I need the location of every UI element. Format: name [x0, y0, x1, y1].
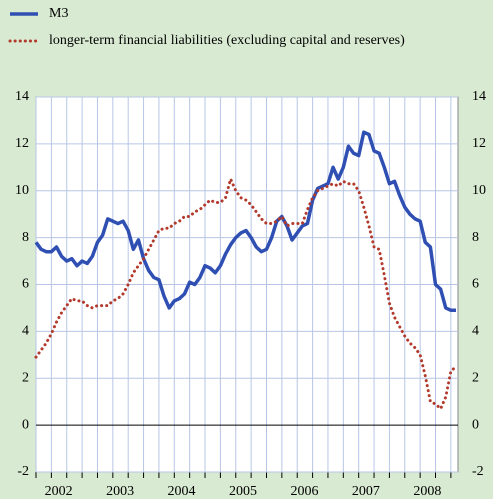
- y-tick-label: 0: [22, 417, 29, 432]
- y-tick-label: 2: [22, 370, 29, 385]
- y-tick-label-right: 14: [472, 89, 486, 104]
- x-tick-label: 2003: [106, 484, 134, 499]
- x-tick-label: 2002: [45, 484, 73, 499]
- x-tick-label: 2005: [229, 484, 257, 499]
- x-tick-label: 2004: [168, 484, 196, 499]
- y-tick-label: 8: [22, 230, 29, 245]
- x-tick-label: 2007: [352, 484, 380, 499]
- y-tick-label-right: 4: [472, 324, 479, 339]
- legend-label: longer-term financial liabilities (exclu…: [49, 33, 405, 48]
- y-tick-label: -2: [17, 464, 29, 479]
- series-line: [34, 130, 456, 313]
- x-tick-label: 2008: [413, 484, 441, 499]
- y-tick-label-right: -2: [472, 464, 484, 479]
- y-tick-label: 12: [15, 136, 29, 151]
- y-tick-label: 4: [22, 324, 29, 339]
- y-tick-label-right: 12: [472, 136, 486, 151]
- y-tick-label-right: 2: [472, 370, 479, 385]
- y-tick-label-right: 6: [472, 277, 479, 292]
- series-line: [34, 174, 458, 412]
- y-tick-label: 14: [15, 89, 29, 104]
- y-tick-label: 10: [15, 183, 29, 198]
- legend-label: M3: [49, 6, 69, 21]
- y-tick-label: 6: [22, 277, 29, 292]
- x-tick-label: 2006: [290, 484, 318, 499]
- y-tick-label-right: 0: [472, 417, 479, 432]
- y-tick-label-right: 8: [472, 230, 479, 245]
- y-tick-label-right: 10: [472, 183, 486, 198]
